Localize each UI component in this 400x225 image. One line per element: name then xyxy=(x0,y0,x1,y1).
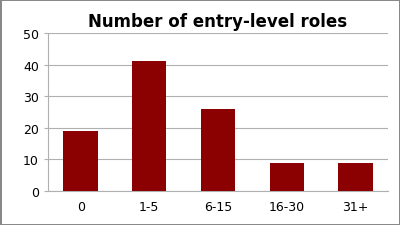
Bar xyxy=(201,109,235,191)
Bar xyxy=(270,163,304,191)
Bar xyxy=(64,131,98,191)
Bar xyxy=(132,62,166,191)
Title: Number of entry-level roles: Number of entry-level roles xyxy=(88,13,348,31)
Bar xyxy=(338,163,372,191)
